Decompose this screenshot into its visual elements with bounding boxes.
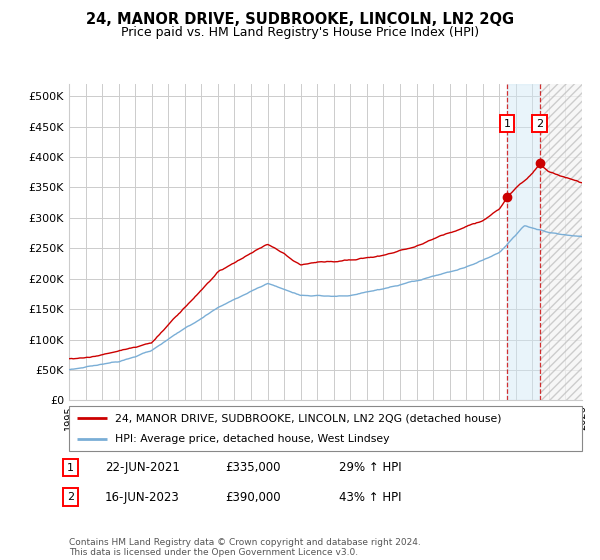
Text: 29% ↑ HPI: 29% ↑ HPI <box>339 461 401 474</box>
Text: 2: 2 <box>67 492 74 502</box>
Text: 43% ↑ HPI: 43% ↑ HPI <box>339 491 401 504</box>
Text: 2: 2 <box>536 119 544 129</box>
Text: 1: 1 <box>503 119 511 129</box>
Text: HPI: Average price, detached house, West Lindsey: HPI: Average price, detached house, West… <box>115 433 389 444</box>
Text: 16-JUN-2023: 16-JUN-2023 <box>105 491 180 504</box>
FancyBboxPatch shape <box>69 406 582 451</box>
Text: Price paid vs. HM Land Registry's House Price Index (HPI): Price paid vs. HM Land Registry's House … <box>121 26 479 39</box>
Bar <box>507 84 540 400</box>
Text: 22-JUN-2021: 22-JUN-2021 <box>105 461 180 474</box>
Text: 24, MANOR DRIVE, SUDBROOKE, LINCOLN, LN2 2QG: 24, MANOR DRIVE, SUDBROOKE, LINCOLN, LN2… <box>86 12 514 27</box>
Bar <box>540 84 582 400</box>
Text: 1: 1 <box>67 463 74 473</box>
Text: £390,000: £390,000 <box>225 491 281 504</box>
Text: Contains HM Land Registry data © Crown copyright and database right 2024.
This d: Contains HM Land Registry data © Crown c… <box>69 538 421 557</box>
Text: 24, MANOR DRIVE, SUDBROOKE, LINCOLN, LN2 2QG (detached house): 24, MANOR DRIVE, SUDBROOKE, LINCOLN, LN2… <box>115 413 502 423</box>
Text: £335,000: £335,000 <box>225 461 281 474</box>
